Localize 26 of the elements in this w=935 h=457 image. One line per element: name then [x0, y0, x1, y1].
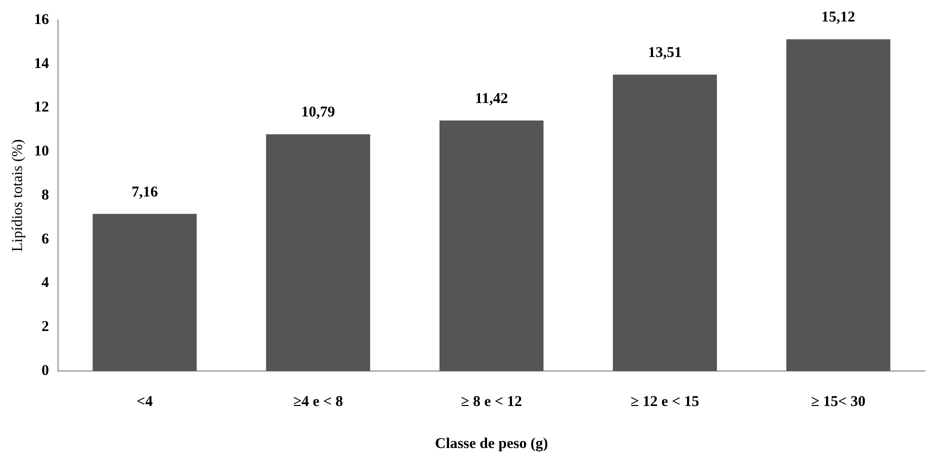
data-label: 11,42: [475, 90, 508, 107]
y-axis-title: Lipídios totais (%): [10, 139, 26, 252]
bar: [612, 74, 717, 371]
data-label: 7,16: [132, 184, 158, 200]
y-tick-label: 12: [34, 100, 49, 116]
bar: [92, 214, 197, 371]
x-tick-label: ≥ 8 e < 12: [461, 394, 522, 410]
y-tick-label: 4: [42, 275, 50, 292]
x-tick-label: ≥4 e < 8: [293, 394, 343, 410]
y-tick-label: 10: [34, 144, 49, 160]
y-tick-label: 16: [34, 12, 50, 28]
x-axis-title: Classe de peso (g): [435, 436, 548, 452]
y-tick-label: 2: [42, 319, 49, 335]
x-tick-label: ≥ 12 e < 15: [630, 394, 700, 410]
data-label: 10,79: [301, 104, 335, 121]
y-tick-label: 0: [42, 362, 49, 379]
bar: [266, 134, 370, 371]
y-tick-label: 8: [42, 187, 49, 204]
y-tick-label: 14: [34, 56, 50, 72]
y-tick-label: 6: [42, 231, 50, 248]
bar: [786, 39, 890, 371]
x-tick-label: <4: [136, 394, 154, 410]
data-label: 13,51: [648, 45, 682, 61]
bar: [439, 120, 544, 371]
x-tick-label: ≥ 15< 30: [811, 394, 866, 410]
data-label: 15,12: [821, 10, 856, 26]
